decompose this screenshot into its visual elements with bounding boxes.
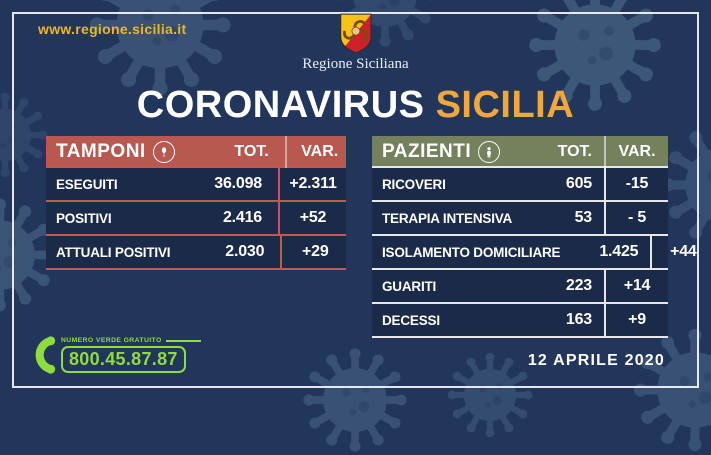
row-variation: +44	[650, 236, 711, 268]
table-header-label: TAMPONI	[46, 141, 175, 163]
row-label: ESEGUITI	[56, 176, 118, 192]
row-label: DECESSI	[382, 312, 440, 328]
column-header-tot: TOT.	[234, 143, 269, 160]
row-total: 53	[574, 209, 593, 226]
row-variation: - 5	[604, 202, 668, 234]
website-url: www.regione.sicilia.it	[38, 21, 187, 37]
table-row: DECESSI 163 +9	[372, 304, 668, 338]
row-total: 2.030	[225, 243, 265, 260]
table-title: PAZIENTI	[382, 141, 472, 162]
table-header: TAMPONI TOT. VAR.	[46, 136, 346, 168]
row-total: 1.425	[599, 243, 639, 260]
table-row: ISOLAMENTO DOMICILIARE 1.425 +44	[372, 236, 697, 270]
table-row: RICOVERI 605 -15	[372, 168, 668, 202]
table-row: ESEGUITI 36.098 +2.311	[46, 168, 346, 202]
hotline-number: 800.45.87.87	[61, 346, 186, 373]
row-label: ATTUALI POSITIVI	[56, 244, 171, 260]
table-header-label: PAZIENTI	[372, 141, 514, 163]
swab-icon	[152, 141, 175, 163]
hotline-label: NUMERO VERDE GRATUITO	[61, 337, 162, 344]
column-header-tot: TOT.	[557, 143, 592, 160]
table-header: PAZIENTI TOT. VAR.	[372, 136, 668, 168]
row-label: TERAPIA INTENSIVA	[382, 210, 513, 226]
page-title: CORONAVIRUS SICILIA	[0, 84, 711, 126]
row-total: 605	[565, 175, 592, 192]
row-total: 2.416	[222, 209, 262, 226]
sicily-coat-of-arms-icon	[339, 13, 372, 54]
stat-table-tamponi: TAMPONI TOT. VAR. ESEGUITI 36.098 +2.311…	[46, 136, 346, 270]
hotline-info: NUMERO VERDE GRATUITO 800.45.87.87	[61, 337, 201, 373]
row-variation: -15	[604, 168, 668, 200]
row-variation: +52	[278, 202, 346, 234]
report-date: 12 APRILE 2020	[527, 352, 665, 369]
row-variation: +29	[280, 236, 348, 268]
table-title: TAMPONI	[56, 141, 146, 162]
row-label: POSITIVI	[56, 210, 112, 226]
title-accent: SICILIA	[435, 84, 575, 126]
column-header-var: VAR.	[284, 136, 353, 168]
table-row: POSITIVI 2.416 +52	[46, 202, 346, 236]
row-variation: +14	[604, 270, 668, 302]
region-logo: Regione Siciliana	[302, 12, 409, 73]
hotline-divider-line	[165, 339, 201, 342]
column-header-var: VAR.	[604, 136, 668, 168]
row-variation: +2.311	[278, 168, 346, 200]
row-label: ISOLAMENTO DOMICILIARE	[382, 244, 561, 260]
stat-table-pazienti: PAZIENTI TOT. VAR. RICOVERI 605 -15 TERA…	[372, 136, 697, 338]
table-row: GUARITI 223 +14	[372, 270, 668, 304]
table-row: TERAPIA INTENSIVA 53 - 5	[372, 202, 668, 236]
phone-icon	[35, 336, 56, 374]
table-row: ATTUALI POSITIVI 2.030 +29	[46, 236, 346, 270]
row-total: 163	[565, 311, 592, 328]
row-label: RICOVERI	[382, 176, 446, 192]
title-main: CORONAVIRUS	[136, 84, 425, 126]
region-name: Regione Siciliana	[302, 56, 409, 72]
person-icon	[478, 141, 501, 163]
row-variation: +9	[604, 304, 668, 336]
hotline-block: NUMERO VERDE GRATUITO 800.45.87.87	[30, 333, 201, 377]
row-total: 223	[565, 277, 592, 294]
row-total: 36.098	[214, 175, 262, 192]
row-label: GUARITI	[382, 278, 437, 294]
